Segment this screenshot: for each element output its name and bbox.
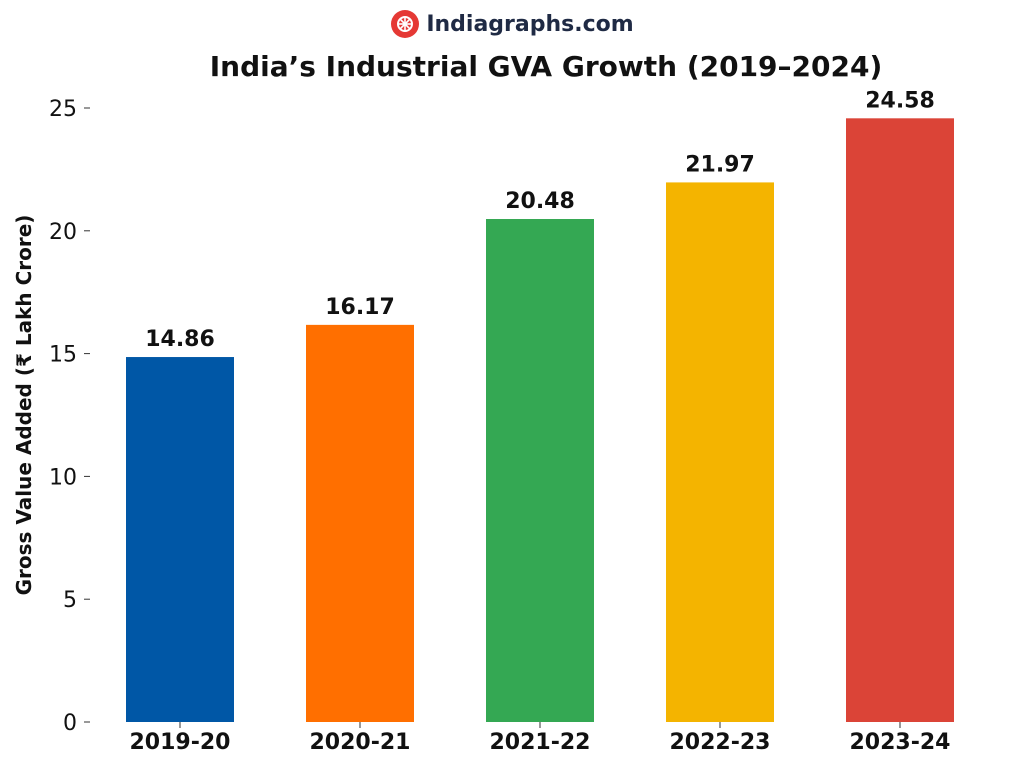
x-tick-label: 2019-20 bbox=[130, 730, 231, 755]
y-tick-label: 0 bbox=[63, 711, 77, 736]
x-tick-label: 2021-22 bbox=[490, 730, 591, 755]
brand-name: Indiagraphs.com bbox=[426, 11, 634, 37]
bar-2021-22 bbox=[486, 219, 594, 722]
y-tick-label: 20 bbox=[49, 220, 77, 245]
y-axis-label: Gross Value Added (₹ Lakh Crore) bbox=[12, 215, 36, 596]
bar-value-label: 21.97 bbox=[685, 152, 755, 177]
x-tick-label: 2022-23 bbox=[670, 730, 771, 755]
y-axis-ticks: 0 5 10 15 20 25 bbox=[49, 97, 90, 736]
logo-icon bbox=[391, 10, 420, 38]
bar-value-label: 16.17 bbox=[325, 295, 395, 320]
bar-2022-23 bbox=[666, 182, 774, 722]
bar-value-label: 14.86 bbox=[145, 327, 215, 352]
bar-value-label: 20.48 bbox=[505, 189, 575, 214]
y-tick-label: 15 bbox=[49, 343, 77, 368]
bar-2020-21 bbox=[306, 324, 414, 722]
x-axis-ticks: 2019-20 2020-21 2021-22 2022-23 2023-24 bbox=[130, 722, 951, 755]
y-tick-label: 25 bbox=[49, 97, 77, 122]
bars-group: 14.86 16.17 20.48 21.97 24.58 bbox=[126, 88, 954, 723]
brand-header: Indiagraphs.com bbox=[0, 8, 1024, 40]
x-tick-label: 2023-24 bbox=[850, 730, 951, 755]
y-tick-label: 10 bbox=[49, 465, 77, 490]
bar-value-label: 24.58 bbox=[865, 88, 935, 113]
x-tick-label: 2020-21 bbox=[310, 730, 411, 755]
y-tick-label: 5 bbox=[63, 588, 77, 613]
chart-title: India’s Industrial GVA Growth (2019–2024… bbox=[210, 50, 883, 83]
bar-2023-24 bbox=[846, 118, 954, 723]
bar-2019-20 bbox=[126, 357, 234, 722]
